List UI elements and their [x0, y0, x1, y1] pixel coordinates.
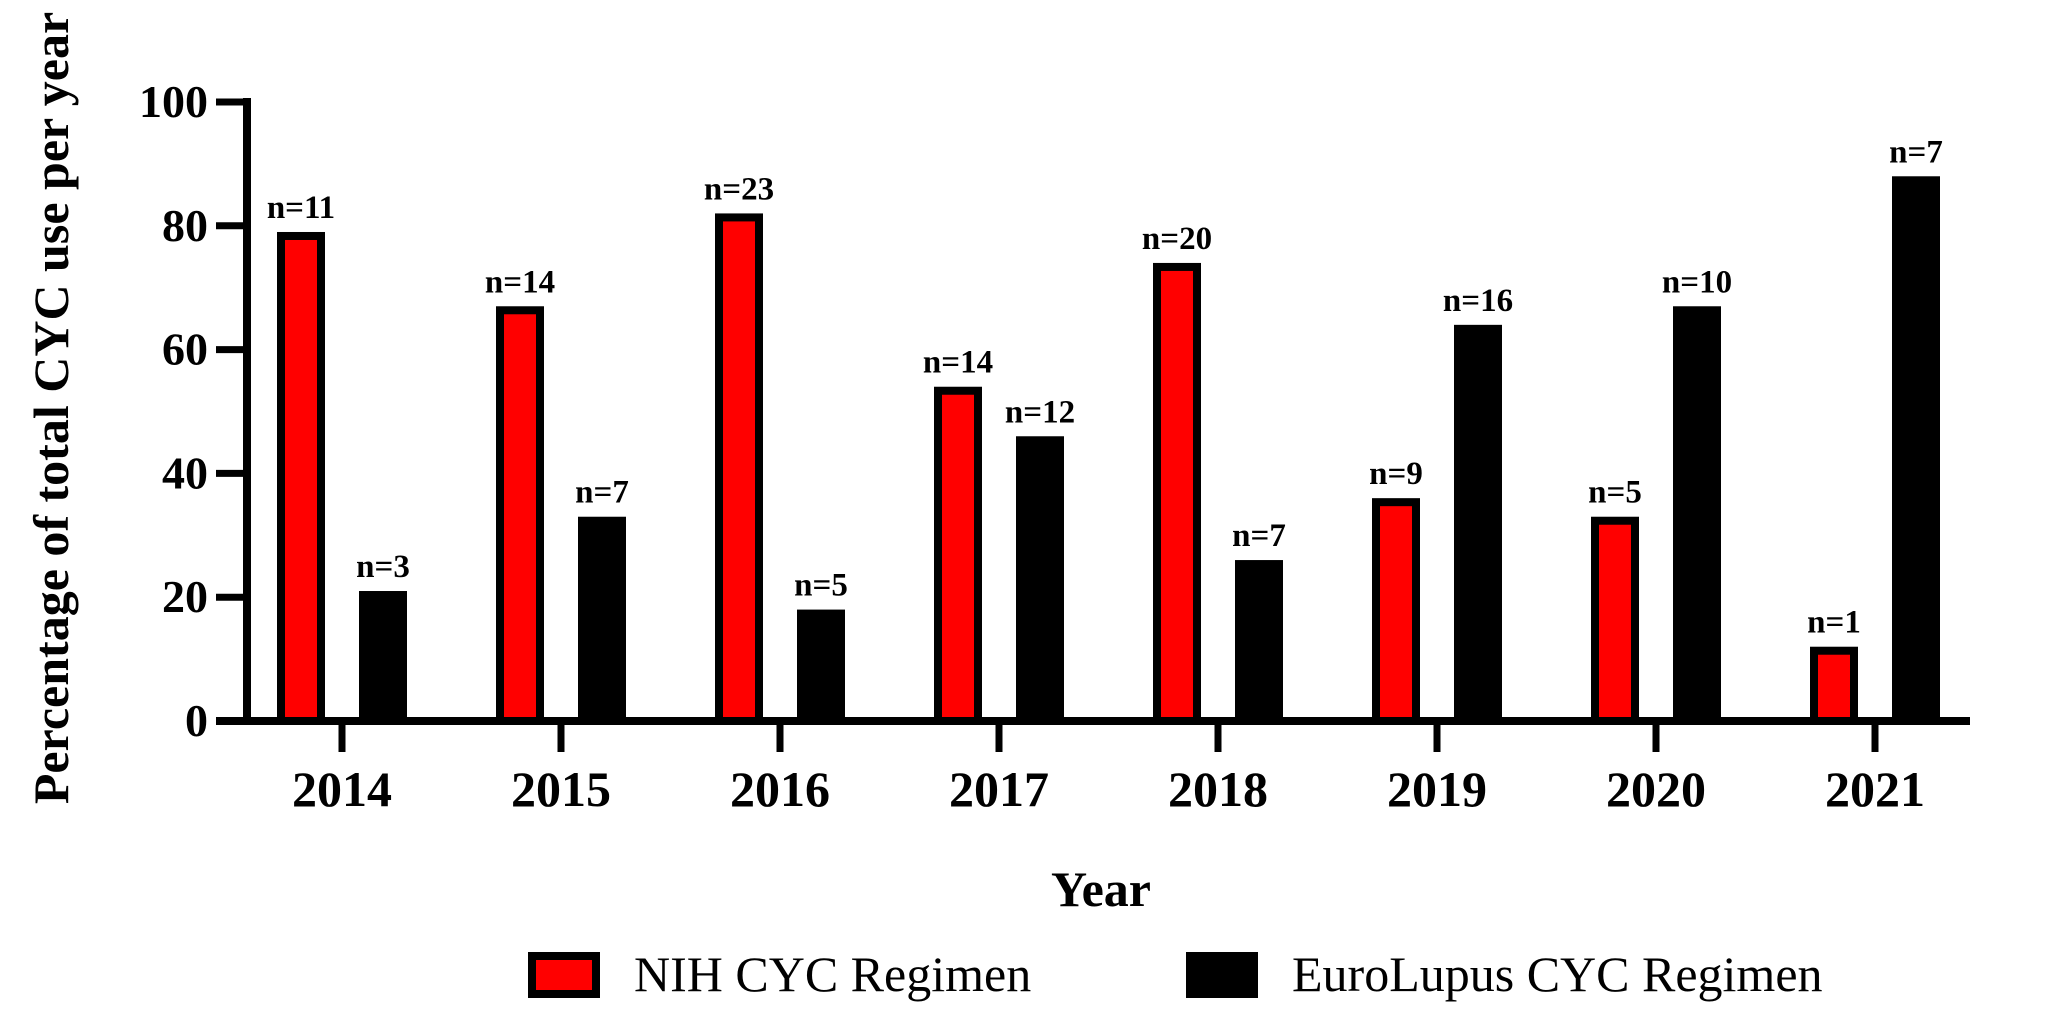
data-label-eurolupus-2017: n=12: [1005, 394, 1075, 430]
bar-eurolupus-2014: [359, 591, 407, 721]
x-tick-label-2018: 2018: [1168, 761, 1268, 817]
y-axis-ticks: 0 20 40 60 80 100: [139, 76, 247, 746]
x-tick-label-2019: 2019: [1387, 761, 1487, 817]
legend-label-nih: NIH CYC Regimen: [634, 946, 1031, 1002]
y-tick-label: 80: [162, 200, 208, 251]
legend-swatch-nih: [528, 952, 600, 998]
x-axis-ticks: 2014 2015 2016 2017 2018 2019 2020 2021: [292, 721, 1925, 817]
data-label-nih-2015: n=14: [485, 264, 555, 300]
bar-nih-2017: [934, 386, 982, 725]
data-label-eurolupus-2015: n=7: [575, 475, 629, 511]
x-tick-label-2020: 2020: [1606, 761, 1706, 817]
y-tick-label: 40: [162, 447, 208, 498]
y-tick-label: 0: [185, 695, 208, 746]
data-label-nih-2020: n=5: [1588, 475, 1642, 511]
data-labels: n=11 n=3 n=14 n=7 n=23 n=5 n=14 n=12 n=20 n=7 n=9 n…: [267, 134, 1943, 640]
y-tick-label: 100: [139, 76, 208, 127]
data-label-eurolupus-2020: n=10: [1662, 264, 1732, 300]
legend: NIH CYC Regimen EuroLupus CYC Regimen: [528, 946, 1823, 1002]
y-axis-title: Percentage of total CYC use per year: [23, 12, 79, 804]
legend-swatch-eurolupus: [1186, 952, 1258, 998]
bar-eurolupus-2018: [1235, 560, 1283, 721]
bar-eurolupus-2016: [797, 609, 845, 721]
data-label-nih-2014: n=11: [267, 190, 335, 226]
bar-nih-2016: [715, 213, 763, 725]
y-tick-label: 60: [162, 324, 208, 375]
bar-eurolupus-2019: [1454, 324, 1502, 721]
data-label-eurolupus-2014: n=3: [356, 549, 410, 585]
bar-nih-2018: [1153, 262, 1201, 725]
legend-label-eurolupus: EuroLupus CYC Regimen: [1292, 946, 1823, 1002]
bar-nih-2019: [1372, 498, 1420, 725]
x-tick-label-2014: 2014: [292, 761, 392, 817]
bar-nih-2015: [496, 306, 544, 725]
bar-eurolupus-2017: [1016, 436, 1064, 721]
data-label-nih-2016: n=23: [704, 171, 774, 207]
data-label-eurolupus-2019: n=16: [1443, 283, 1513, 319]
axes: [216, 98, 1970, 725]
data-label-nih-2018: n=20: [1142, 221, 1212, 257]
data-label-eurolupus-2018: n=7: [1232, 518, 1286, 554]
data-label-nih-2021: n=1: [1807, 605, 1861, 641]
data-label-nih-2019: n=9: [1369, 456, 1423, 492]
bar-eurolupus-2020: [1673, 306, 1721, 721]
x-tick-label-2016: 2016: [730, 761, 830, 817]
bar-eurolupus-2021: [1892, 176, 1940, 721]
x-tick-label-2017: 2017: [949, 761, 1049, 817]
y-tick-label: 20: [162, 571, 208, 622]
x-axis-title: Year: [1051, 861, 1151, 917]
bar-nih-2020: [1591, 516, 1639, 725]
data-label-eurolupus-2021: n=7: [1889, 134, 1943, 170]
x-tick-label-2015: 2015: [511, 761, 611, 817]
bar-nih-2014: [277, 231, 325, 726]
bar-nih-2021: [1810, 646, 1858, 725]
bars: [277, 176, 1940, 726]
bar-eurolupus-2015: [578, 516, 626, 721]
data-label-nih-2017: n=14: [923, 345, 993, 381]
data-label-eurolupus-2016: n=5: [794, 568, 848, 604]
x-tick-label-2021: 2021: [1825, 761, 1925, 817]
